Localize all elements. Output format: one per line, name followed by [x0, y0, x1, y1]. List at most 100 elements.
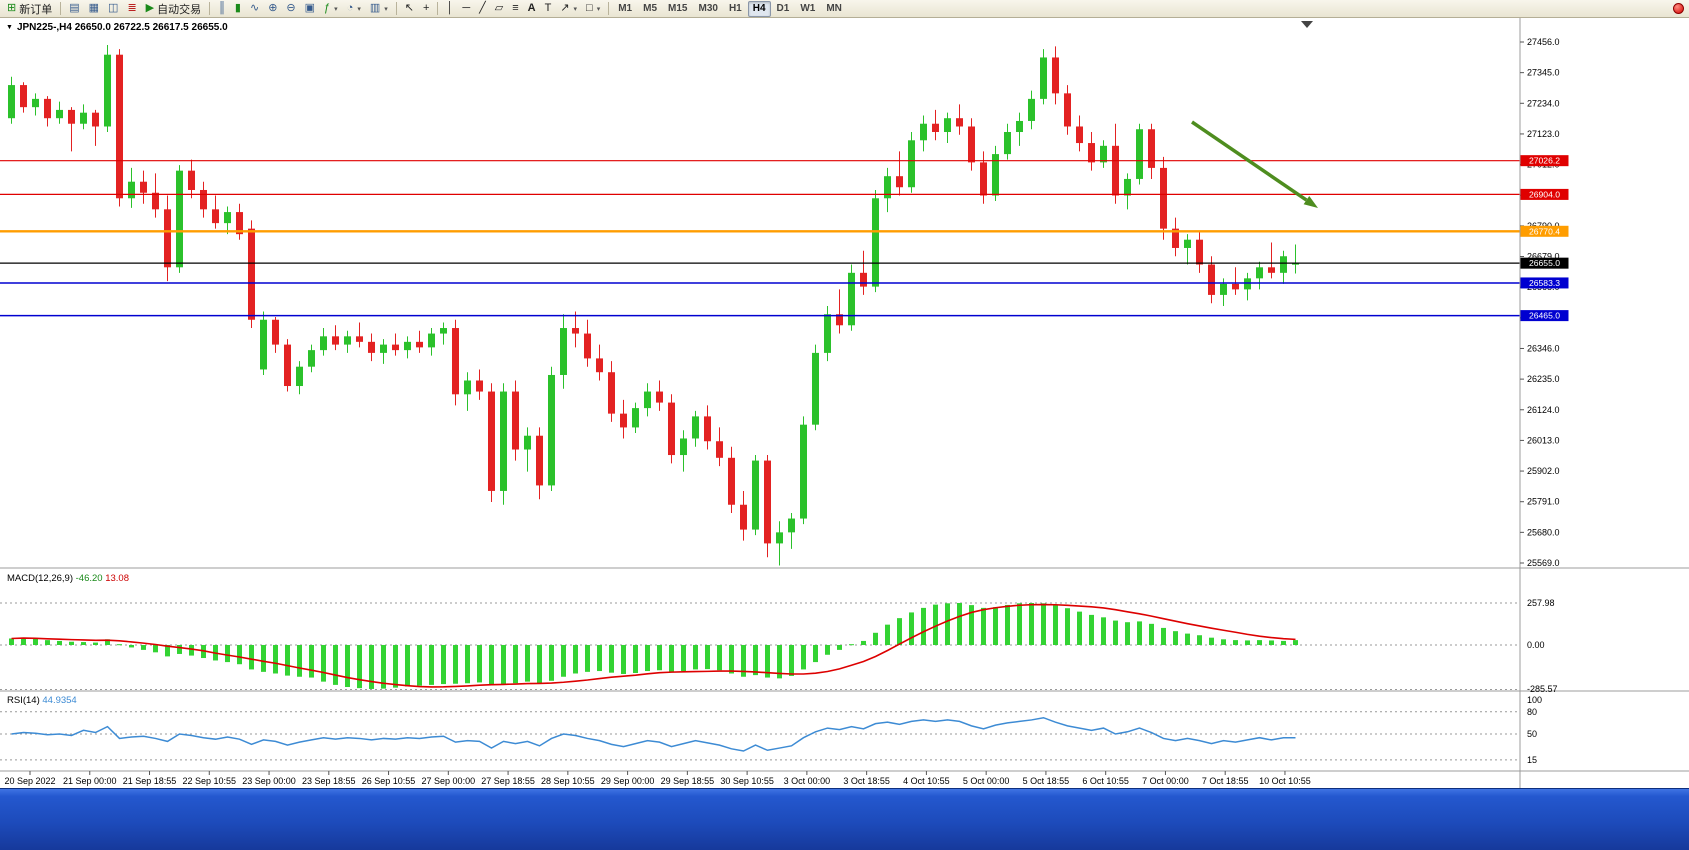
svg-text:29 Sep 18:55: 29 Sep 18:55	[661, 776, 715, 786]
svg-text:26465.0: 26465.0	[1529, 311, 1560, 321]
chart-window[interactable]: ▼ JPN225-,H4 26650.0 26722.5 26617.5 266…	[0, 18, 1689, 788]
shapes-tool-button[interactable]: □ ▾	[582, 1, 604, 17]
svg-text:26235.0: 26235.0	[1527, 374, 1560, 384]
rsi-line	[11, 716, 1296, 752]
svg-text:21 Sep 00:00: 21 Sep 00:00	[63, 776, 117, 786]
candle-chart-icon: ▮	[234, 2, 241, 14]
connection-status-icon	[1673, 3, 1684, 14]
vertical-line-button[interactable]: │	[442, 1, 457, 17]
timeframe-h4-button[interactable]: H4	[747, 0, 771, 17]
svg-text:22 Sep 10:55: 22 Sep 10:55	[182, 776, 236, 786]
timeframe-m5-button[interactable]: M5	[638, 1, 662, 17]
periods-button[interactable]: ◔ ▾	[343, 1, 365, 17]
timeframe-mn-button[interactable]: MN	[821, 1, 847, 17]
level-lines-layer[interactable]	[0, 160, 1520, 317]
bar-chart-icon: ║	[218, 2, 226, 14]
timeframe-d1-button[interactable]: D1	[772, 1, 795, 17]
toolbar-separator	[60, 2, 62, 15]
toolbar-separator	[437, 2, 439, 15]
new-order-button[interactable]: ⊞ 新订单	[3, 1, 56, 17]
zoom-out-icon: ⊖	[286, 2, 296, 14]
chevron-down-icon: ▾	[596, 5, 601, 13]
svg-text:25680.0: 25680.0	[1527, 527, 1560, 537]
svg-text:5 Oct 00:00: 5 Oct 00:00	[963, 776, 1010, 786]
arrows-tool-button[interactable]: ↗ ▾	[556, 1, 581, 17]
svg-text:26655.0: 26655.0	[1529, 258, 1560, 268]
timeframe-m1-button[interactable]: M1	[613, 1, 637, 17]
zoom-in-button[interactable]: ⊕	[264, 1, 281, 17]
svg-text:-285.57: -285.57	[1527, 684, 1558, 694]
terminal-icon: ≣	[127, 2, 137, 14]
chart-frame	[0, 18, 1689, 788]
text-tool-button[interactable]: A	[524, 1, 540, 17]
arrow-tool-icon: ↗	[560, 2, 570, 14]
chart-title: ▼ JPN225-,H4 26650.0 26722.5 26617.5 266…	[6, 22, 228, 33]
price-badges: 27026.2 26904.0 26770.4 26655.0 26583.3 26465…	[1520, 155, 1569, 322]
bar-chart-button[interactable]: ║	[214, 1, 230, 17]
label-tool-button[interactable]: T	[541, 1, 556, 17]
channel-button[interactable]: ▱	[491, 1, 507, 17]
templates-icon: ▥	[369, 2, 381, 14]
main-toolbar: ⊞ 新订单 ▤ ▦ ◫ ≣ ▶ 自动交易 ║ ▮ ∿ ⊕ ⊖ ▣ ƒ ▾ ◔ ▾…	[0, 0, 1689, 18]
svg-text:7 Oct 18:55: 7 Oct 18:55	[1202, 776, 1249, 786]
svg-text:26013.0: 26013.0	[1527, 435, 1560, 445]
trendline-button[interactable]: ╱	[475, 1, 490, 17]
timeframe-h1-button[interactable]: H1	[724, 1, 747, 17]
price-chart[interactable]: MACD(12,26,9) -46.20 13.08 RSI(14) 44.935…	[0, 18, 1689, 788]
navigator-icon: ◫	[108, 2, 119, 14]
fibonacci-button[interactable]: ≡	[508, 1, 522, 17]
chevron-down-icon: ▾	[573, 5, 578, 13]
chart-menu-triangle-icon[interactable]: ▼	[6, 24, 13, 31]
line-chart-icon: ∿	[249, 2, 260, 14]
profiles-button[interactable]: ▤	[65, 1, 83, 17]
macd-label: MACD(12,26,9) -46.20 13.08	[7, 573, 129, 584]
svg-text:25791.0: 25791.0	[1527, 497, 1560, 507]
indicators-button[interactable]: ƒ ▾	[320, 1, 342, 17]
svg-text:26904.0: 26904.0	[1529, 189, 1560, 199]
cursor-icon: ↖	[404, 2, 414, 14]
timeframe-w1-button[interactable]: W1	[795, 1, 820, 17]
svg-text:27123.0: 27123.0	[1527, 129, 1560, 139]
svg-text:29 Sep 00:00: 29 Sep 00:00	[601, 776, 655, 786]
svg-text:23 Sep 00:00: 23 Sep 00:00	[242, 776, 296, 786]
chart-title-text: JPN225-,H4 26650.0 26722.5 26617.5 26655…	[16, 22, 228, 33]
svg-text:7 Oct 00:00: 7 Oct 00:00	[1142, 776, 1189, 786]
timeframe-m15-button[interactable]: M15	[663, 1, 692, 17]
navigator-button[interactable]: ◫	[104, 1, 122, 17]
svg-text:27 Sep 00:00: 27 Sep 00:00	[422, 776, 476, 786]
new-order-icon: ⊞	[7, 2, 17, 14]
svg-text:30 Sep 10:55: 30 Sep 10:55	[720, 776, 774, 786]
svg-text:26 Sep 10:55: 26 Sep 10:55	[362, 776, 416, 786]
crosshair-button[interactable]: +	[419, 1, 433, 17]
time-axis[interactable]: 20 Sep 2022 21 Sep 00:00 21 Sep 18:55 22 Se…	[4, 771, 1311, 786]
horizontal-line-button[interactable]: ─	[458, 1, 474, 17]
terminal-button[interactable]: ≣	[123, 1, 140, 17]
macd-panel: MACD(12,26,9) -46.20 13.08	[0, 573, 1520, 690]
trend-arrow[interactable]	[1191, 120, 1318, 208]
tile-windows-icon: ▣	[304, 2, 316, 14]
svg-text:80: 80	[1527, 707, 1537, 717]
label-tool-icon: T	[544, 2, 552, 14]
templates-button[interactable]: ▥ ▾	[366, 1, 392, 17]
svg-text:27234.0: 27234.0	[1527, 98, 1560, 108]
tile-windows-button[interactable]: ▣	[301, 1, 319, 17]
svg-text:4 Oct 10:55: 4 Oct 10:55	[903, 776, 950, 786]
horizontal-line-icon: ─	[462, 2, 471, 14]
auto-trading-button[interactable]: ▶ 自动交易	[142, 1, 205, 17]
svg-text:257.98: 257.98	[1527, 598, 1555, 608]
taskbar	[0, 788, 1689, 850]
svg-text:26583.3: 26583.3	[1529, 278, 1560, 288]
market-watch-button[interactable]: ▦	[85, 1, 103, 17]
cursor-button[interactable]: ↖	[401, 1, 418, 17]
svg-text:25569.0: 25569.0	[1527, 558, 1560, 568]
svg-text:28 Sep 10:55: 28 Sep 10:55	[541, 776, 595, 786]
line-chart-button[interactable]: ∿	[246, 1, 263, 17]
macd-signal-line	[11, 603, 1296, 688]
timeframe-m30-button[interactable]: M30	[693, 1, 722, 17]
chart-shift-marker-icon[interactable]	[1301, 21, 1313, 28]
indicators-icon: ƒ	[324, 2, 331, 14]
candle-chart-button[interactable]: ▮	[231, 1, 245, 17]
zoom-out-button[interactable]: ⊖	[282, 1, 299, 17]
shapes-tool-icon: □	[586, 2, 593, 14]
svg-text:23 Sep 18:55: 23 Sep 18:55	[302, 776, 356, 786]
